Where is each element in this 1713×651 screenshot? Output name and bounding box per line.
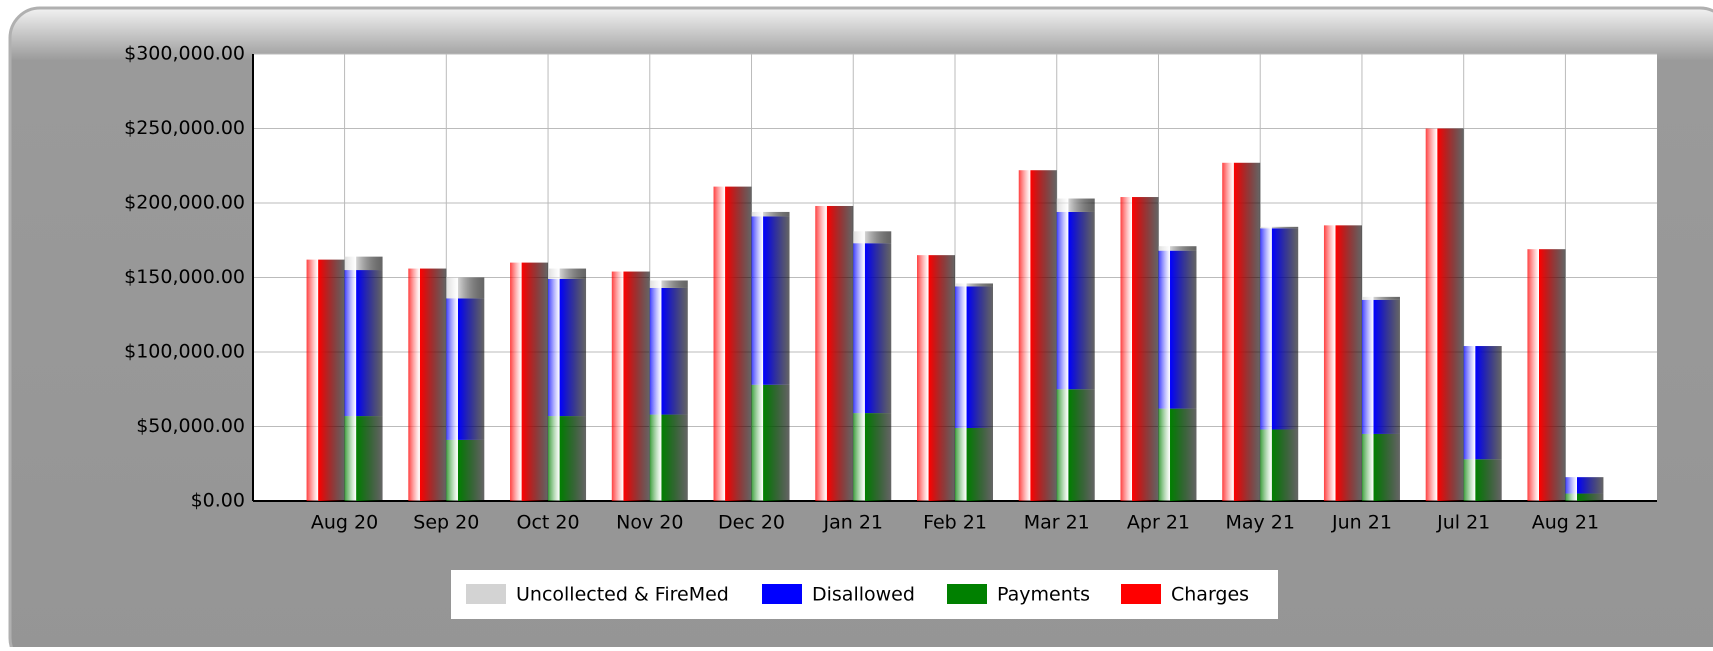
bar bbox=[306, 259, 345, 501]
x-tick-label: Jun 21 bbox=[1331, 512, 1392, 534]
bar bbox=[1565, 477, 1604, 494]
bar bbox=[1158, 408, 1197, 501]
bar bbox=[955, 427, 993, 501]
bar bbox=[344, 270, 383, 417]
bar bbox=[1120, 197, 1159, 502]
y-tick-label: $300,000.00 bbox=[124, 43, 245, 65]
legend-swatch bbox=[762, 584, 802, 604]
x-tick-label: Jan 21 bbox=[823, 512, 884, 534]
bar bbox=[611, 271, 650, 501]
bar bbox=[1361, 299, 1400, 434]
bar bbox=[510, 262, 549, 501]
bar bbox=[1222, 162, 1261, 501]
bar bbox=[446, 298, 485, 440]
bar bbox=[955, 286, 993, 428]
legend-label: Uncollected & FireMed bbox=[516, 584, 729, 606]
legend-label: Charges bbox=[1171, 584, 1249, 606]
x-tick-label: Oct 20 bbox=[517, 512, 580, 534]
bar bbox=[649, 287, 688, 415]
x-tick-label: Nov 20 bbox=[616, 512, 683, 534]
y-tick-label: $0.00 bbox=[191, 490, 245, 512]
x-tick-label: Jul 21 bbox=[1436, 512, 1490, 534]
bar bbox=[1463, 346, 1502, 460]
y-tick-label: $250,000.00 bbox=[124, 117, 245, 139]
bar bbox=[853, 413, 892, 501]
bar bbox=[1260, 228, 1299, 430]
bar bbox=[408, 268, 447, 501]
x-tick-label: Apr 21 bbox=[1127, 512, 1190, 534]
bar bbox=[344, 416, 383, 501]
bar bbox=[1056, 389, 1095, 501]
bar bbox=[446, 439, 485, 501]
bar bbox=[548, 278, 587, 417]
x-tick-label: Aug 20 bbox=[311, 512, 378, 534]
x-tick-label: May 21 bbox=[1225, 512, 1295, 534]
bar bbox=[917, 255, 955, 501]
legend-label: Disallowed bbox=[812, 584, 915, 606]
legend-swatch bbox=[1121, 584, 1161, 604]
x-tick-label: Dec 20 bbox=[718, 512, 785, 534]
bar bbox=[1527, 249, 1566, 501]
bar bbox=[1056, 211, 1095, 390]
bar bbox=[1018, 170, 1057, 501]
x-tick-label: Feb 21 bbox=[923, 512, 987, 534]
legend-swatch bbox=[466, 584, 506, 604]
legend-label: Payments bbox=[997, 584, 1090, 606]
bar bbox=[1260, 429, 1299, 501]
bar bbox=[1323, 225, 1362, 501]
bar bbox=[1361, 433, 1400, 501]
bar bbox=[713, 186, 752, 502]
bar bbox=[853, 243, 892, 414]
bar bbox=[955, 283, 993, 287]
bar bbox=[1158, 250, 1197, 409]
bar bbox=[751, 211, 790, 217]
bar bbox=[1425, 128, 1464, 501]
bar bbox=[853, 231, 892, 244]
y-tick-label: $150,000.00 bbox=[124, 266, 245, 288]
x-tick-label: Sep 20 bbox=[413, 512, 479, 534]
bar bbox=[815, 205, 854, 502]
bar bbox=[1565, 493, 1604, 501]
bar bbox=[649, 414, 688, 501]
y-tick-label: $100,000.00 bbox=[124, 341, 245, 363]
x-tick-label: Aug 21 bbox=[1532, 512, 1599, 534]
y-tick-label: $50,000.00 bbox=[136, 415, 245, 437]
bar bbox=[548, 416, 587, 501]
bar bbox=[649, 280, 688, 288]
bar bbox=[548, 268, 587, 279]
x-tick-label: Mar 21 bbox=[1024, 512, 1090, 534]
bar bbox=[751, 216, 790, 385]
bar bbox=[1158, 246, 1197, 251]
y-tick-label: $200,000.00 bbox=[124, 192, 245, 214]
bar bbox=[344, 256, 383, 271]
bar bbox=[751, 384, 790, 501]
bar bbox=[1361, 296, 1400, 300]
legend-swatch bbox=[947, 584, 987, 604]
bar bbox=[1463, 459, 1502, 501]
bar bbox=[1260, 226, 1299, 229]
bar bbox=[446, 277, 485, 299]
bar bbox=[1056, 198, 1095, 212]
